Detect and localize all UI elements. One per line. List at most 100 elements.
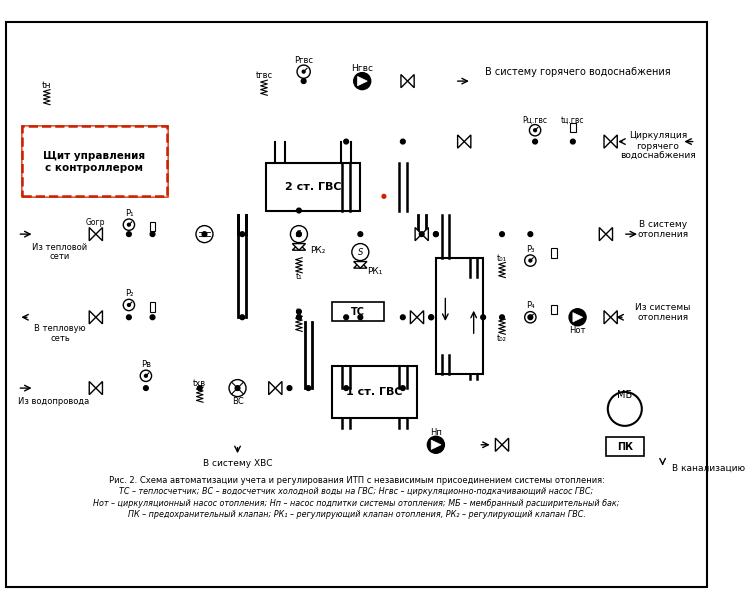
Polygon shape: [411, 311, 417, 324]
Circle shape: [525, 255, 536, 266]
Circle shape: [296, 208, 302, 213]
Circle shape: [532, 139, 538, 144]
Text: tхв: tхв: [193, 379, 206, 388]
Bar: [606, 437, 644, 456]
Text: t₂: t₂: [296, 308, 302, 317]
Circle shape: [302, 79, 306, 83]
Polygon shape: [275, 381, 282, 395]
Bar: [570, 122, 576, 132]
Text: S: S: [358, 248, 363, 256]
Text: Из водопровода: Из водопровода: [18, 397, 89, 406]
Polygon shape: [502, 438, 508, 451]
Circle shape: [401, 315, 405, 320]
Bar: [22, 125, 167, 196]
Circle shape: [197, 385, 202, 390]
Text: P₁: P₁: [125, 209, 133, 218]
Circle shape: [229, 379, 246, 396]
Polygon shape: [357, 77, 367, 86]
Circle shape: [499, 315, 505, 320]
Circle shape: [196, 225, 213, 242]
Circle shape: [128, 224, 130, 226]
Circle shape: [296, 309, 302, 314]
Polygon shape: [611, 311, 617, 324]
Text: tгвс: tгвс: [256, 71, 272, 80]
Polygon shape: [431, 440, 441, 449]
Polygon shape: [573, 312, 583, 322]
Circle shape: [240, 232, 244, 236]
Bar: [22, 74, 441, 362]
Text: P₃: P₃: [526, 245, 535, 254]
Text: Gогр: Gогр: [86, 218, 105, 227]
Circle shape: [382, 194, 386, 199]
Polygon shape: [599, 228, 606, 241]
Polygon shape: [417, 311, 423, 324]
Polygon shape: [353, 261, 367, 268]
Polygon shape: [408, 74, 414, 88]
Text: отопления: отопления: [637, 313, 688, 322]
Polygon shape: [458, 135, 464, 148]
Text: ВС: ВС: [232, 397, 244, 406]
Circle shape: [296, 232, 302, 236]
Text: В систему ХВС: В систему ХВС: [203, 459, 272, 468]
Polygon shape: [89, 228, 96, 241]
Circle shape: [429, 315, 434, 320]
Circle shape: [420, 232, 424, 236]
Circle shape: [481, 315, 486, 320]
Polygon shape: [611, 135, 617, 148]
Polygon shape: [604, 311, 611, 324]
Circle shape: [306, 385, 311, 390]
Circle shape: [296, 315, 302, 320]
Text: ПК – предохранительный клапан; РК₁ – регулирующий клапан отопления, РК₂ – регули: ПК – предохранительный клапан; РК₁ – рег…: [128, 510, 586, 519]
Text: В тепловую: В тепловую: [34, 324, 86, 333]
Circle shape: [529, 125, 541, 136]
Circle shape: [401, 385, 405, 390]
Circle shape: [429, 315, 434, 320]
Text: горячего: горячего: [636, 142, 679, 151]
Text: сети: сети: [50, 252, 70, 261]
Text: ПК: ПК: [617, 442, 632, 452]
Circle shape: [297, 65, 311, 79]
Circle shape: [427, 436, 444, 453]
Polygon shape: [604, 135, 611, 148]
Text: P₂: P₂: [125, 289, 133, 298]
Circle shape: [123, 219, 135, 230]
Circle shape: [202, 232, 207, 236]
Circle shape: [534, 129, 536, 132]
Polygon shape: [293, 244, 305, 250]
Circle shape: [344, 385, 348, 390]
Text: Hот: Hот: [569, 326, 586, 335]
Polygon shape: [464, 135, 471, 148]
Bar: [332, 302, 384, 321]
Text: Из тепловой: Из тепловой: [32, 243, 87, 252]
Circle shape: [126, 232, 132, 236]
Text: Щит управления: Щит управления: [43, 151, 145, 161]
Text: Pц.гвс: Pц.гвс: [523, 115, 547, 124]
Circle shape: [569, 309, 586, 326]
Circle shape: [150, 232, 155, 236]
Text: t₀₁: t₀₁: [497, 254, 507, 263]
Polygon shape: [606, 228, 613, 241]
Circle shape: [434, 232, 438, 236]
Text: tн: tн: [42, 82, 52, 90]
Circle shape: [144, 385, 148, 390]
Circle shape: [525, 312, 536, 323]
Text: Циркуляция: Циркуляция: [629, 132, 687, 141]
Text: МБ: МБ: [617, 390, 632, 400]
Circle shape: [128, 303, 130, 306]
Polygon shape: [353, 261, 367, 268]
Text: РК₂: РК₂: [310, 245, 326, 255]
Bar: [219, 69, 441, 456]
Text: Hп: Hп: [430, 428, 442, 437]
Text: Pв: Pв: [141, 360, 151, 369]
Bar: [551, 248, 556, 258]
Text: P₄: P₄: [526, 301, 535, 311]
Text: S: S: [296, 230, 302, 239]
Polygon shape: [89, 381, 96, 395]
Circle shape: [358, 232, 362, 236]
Text: Из системы: Из системы: [635, 303, 690, 312]
Text: 2 ст. ГВС: 2 ст. ГВС: [285, 182, 341, 192]
Bar: [332, 367, 417, 418]
Text: сеть: сеть: [50, 334, 70, 343]
Polygon shape: [96, 311, 102, 324]
Text: Hгвс: Hгвс: [351, 65, 373, 73]
